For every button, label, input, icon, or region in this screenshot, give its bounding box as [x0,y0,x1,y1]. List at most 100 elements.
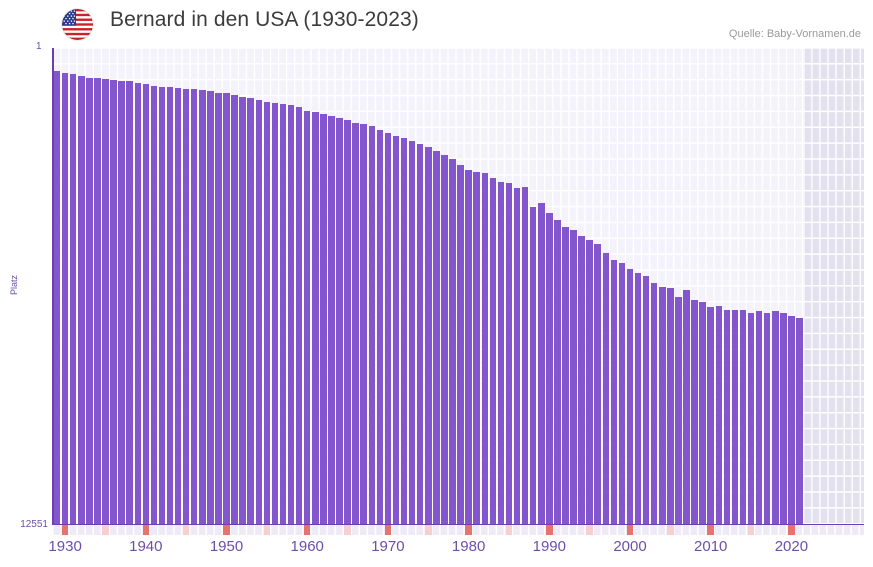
bar[interactable] [457,164,464,524]
bar[interactable] [723,310,731,524]
bar[interactable] [392,135,400,524]
bar[interactable] [174,87,182,524]
us-flag-icon [62,9,93,40]
bar[interactable] [594,244,601,524]
bar[interactable] [295,107,303,524]
bar[interactable] [150,85,158,524]
bar[interactable] [489,178,497,524]
bar[interactable] [772,310,779,524]
bar[interactable] [303,110,311,524]
bar[interactable] [231,94,238,524]
bar[interactable] [505,183,513,524]
bar[interactable] [667,287,674,524]
bar[interactable] [61,72,69,524]
bar[interactable] [110,79,117,524]
bar[interactable] [578,235,585,524]
bar[interactable] [650,282,658,524]
bar[interactable] [554,219,561,524]
bar[interactable] [465,169,472,524]
bar[interactable] [312,111,319,524]
bar[interactable] [416,143,424,524]
bar[interactable] [126,81,133,524]
bar[interactable] [190,88,198,524]
bar[interactable] [336,117,343,524]
bar[interactable] [53,71,61,524]
bar[interactable] [763,313,771,524]
bar[interactable] [102,79,109,524]
bar[interactable] [263,101,271,524]
bar[interactable] [400,137,408,524]
bar[interactable] [207,90,214,524]
bar[interactable] [158,86,166,524]
bar[interactable] [255,99,263,524]
bar[interactable] [287,105,295,524]
bar[interactable] [182,88,190,524]
bar[interactable] [368,126,376,524]
bar[interactable] [642,275,650,524]
x-tick-2010 [707,525,714,535]
bar[interactable] [384,132,392,524]
bar[interactable] [707,307,714,524]
bar[interactable] [602,252,610,524]
bar[interactable] [473,172,480,524]
bar[interactable] [94,78,101,524]
bar[interactable] [538,202,545,524]
bar[interactable] [481,172,488,524]
bar[interactable] [215,93,222,524]
bar[interactable] [166,87,174,524]
bar[interactable] [796,318,803,524]
bar[interactable] [433,151,440,524]
bar[interactable] [247,98,254,524]
bar[interactable] [521,186,529,524]
bar[interactable] [739,309,747,524]
bar[interactable] [271,102,279,524]
future-shaded-region [804,48,864,524]
bar[interactable] [142,84,150,524]
bar[interactable] [86,77,93,524]
bar[interactable] [118,81,125,524]
bar[interactable] [360,123,367,524]
bar[interactable] [425,146,432,524]
bar[interactable] [408,141,416,524]
x-tick-1940 [142,525,150,535]
bar[interactable] [610,259,618,524]
bar[interactable] [788,315,795,524]
bar[interactable] [69,74,77,524]
bar[interactable] [715,305,723,524]
bar[interactable] [320,114,327,524]
bar[interactable] [755,311,763,524]
x-tick-1955 [263,525,271,535]
bar[interactable] [683,290,690,524]
bar[interactable] [780,313,787,524]
bar[interactable] [513,187,521,524]
bar[interactable] [344,120,351,524]
bar[interactable] [586,239,593,524]
bar[interactable] [659,287,666,524]
bar[interactable] [675,296,682,524]
bar[interactable] [691,299,698,524]
bar[interactable] [529,206,537,524]
bar[interactable] [699,302,706,524]
bar[interactable] [449,159,456,524]
bar[interactable] [626,269,634,524]
bar[interactable] [376,129,384,524]
bar[interactable] [239,96,246,524]
bar[interactable] [731,309,739,524]
bar[interactable] [134,83,141,524]
bar[interactable] [546,212,553,524]
bar[interactable] [562,226,569,524]
bar[interactable] [497,181,505,524]
bar[interactable] [747,312,755,524]
x-axis-label-1990: 1990 [532,538,566,555]
bar[interactable] [328,116,335,524]
bar[interactable] [223,93,230,524]
bar[interactable] [199,90,206,524]
bar[interactable] [441,154,448,524]
bar[interactable] [279,104,287,524]
bar[interactable] [78,76,85,524]
x-tick-1990 [546,525,553,535]
bar[interactable] [634,272,642,524]
bar[interactable] [570,230,577,524]
bar[interactable] [618,263,626,524]
bar[interactable] [352,123,359,524]
